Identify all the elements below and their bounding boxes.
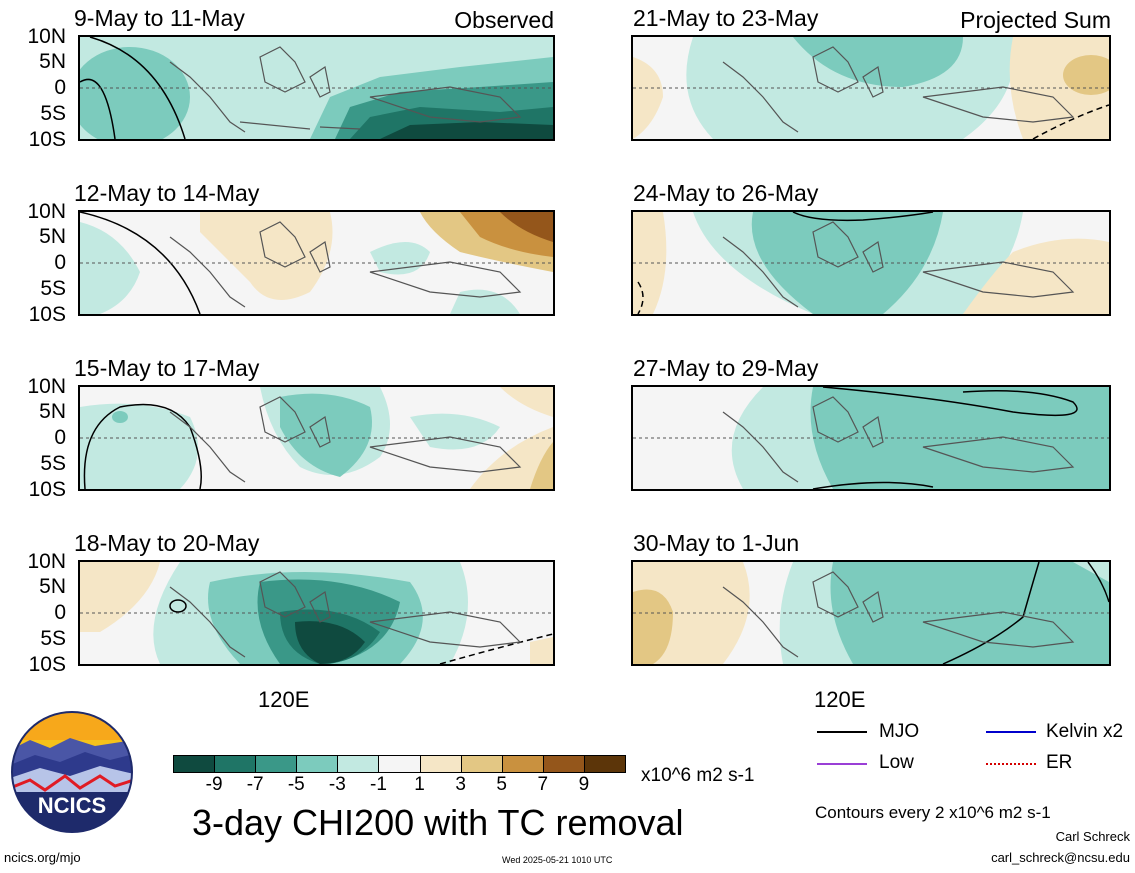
lat-label: 0 [54, 251, 66, 274]
colorbar [173, 755, 626, 773]
colorbar-tick-label: -1 [370, 774, 387, 795]
colorbar-tick-label: -7 [246, 774, 264, 795]
website-link[interactable]: ncics.org/mjo [4, 850, 81, 865]
legend-label-kelvin: Kelvin x2 [1046, 721, 1124, 742]
map-panel-1 [78, 35, 555, 141]
contours-note: Contours every 2 x10^6 m2 s-1 [815, 803, 1051, 822]
map-panel-3 [78, 385, 555, 491]
legend-line-kelvin [986, 731, 1036, 733]
panel-title-6: 24-May to 26-May [633, 180, 819, 206]
colorbar-tick-label: -5 [287, 774, 305, 795]
ncics-logo: NCICS [10, 710, 134, 834]
lat-label: 10N [27, 25, 66, 48]
lat-label: 10N [27, 200, 66, 223]
lat-label: 10S [28, 478, 66, 501]
lat-label: 0 [54, 601, 66, 624]
panel-title-7: 27-May to 29-May [633, 355, 819, 381]
map-panel-4 [78, 560, 555, 666]
lat-label: 10N [27, 375, 66, 398]
colorbar-tick-label: 3 [455, 774, 466, 795]
lat-label: 10N [27, 550, 66, 573]
lat-label: 0 [54, 426, 66, 449]
colorbar-units: x10^6 m2 s-1 [641, 765, 755, 786]
lat-label: 10S [28, 128, 66, 151]
colorbar-swatch [173, 755, 216, 773]
map-panel-6 [631, 210, 1111, 316]
colorbar-swatch [296, 755, 339, 773]
panel-title-3: 15-May to 17-May [74, 355, 260, 381]
colorbar-swatch [255, 755, 298, 773]
x-tick-label-left: 120E [258, 687, 310, 712]
legend-line-er [986, 763, 1036, 765]
projected-sum-label: Projected Sum [960, 7, 1111, 33]
lat-label: 5N [39, 400, 66, 423]
lat-label: 10S [28, 653, 66, 676]
author-email: carl_schreck@ncsu.edu [991, 850, 1130, 865]
legend-label-er: ER [1046, 752, 1073, 773]
legend-label-mjo: MJO [879, 721, 920, 742]
map-panel-8 [631, 560, 1111, 666]
legend-line-low [817, 763, 867, 765]
colorbar-tick-label: 5 [496, 774, 507, 795]
map-panel-2 [78, 210, 555, 316]
panel-title-2: 12-May to 14-May [74, 180, 260, 206]
colorbar-tick-label: -9 [205, 774, 223, 795]
author-name: Carl Schreck [1055, 829, 1130, 844]
lat-label: 5S [40, 102, 66, 125]
colorbar-swatch [337, 755, 380, 773]
colorbar-swatch [419, 755, 462, 773]
colorbar-tick-label: 1 [414, 774, 425, 795]
observed-label: Observed [454, 7, 554, 33]
lat-label: 5N [39, 575, 66, 598]
lat-label: 5N [39, 50, 66, 73]
x-tick-label-right: 120E [814, 687, 866, 712]
panel-title-5: 21-May to 23-May [633, 5, 819, 31]
lat-label: 5S [40, 277, 66, 300]
colorbar-tick-label: 9 [578, 774, 590, 795]
colorbar-swatch [460, 755, 503, 773]
lat-label: 0 [54, 76, 66, 99]
main-title: 3-day CHI200 with TC removal [192, 802, 684, 843]
lat-label: 5S [40, 627, 66, 650]
lat-label: 5S [40, 452, 66, 475]
timestamp: Wed 2025-05-21 1010 UTC [502, 855, 613, 865]
panel-title-1: 9-May to 11-May [74, 5, 245, 31]
logo-text: NCICS [38, 793, 106, 818]
colorbar-tick-label: 7 [537, 774, 549, 795]
colorbar-swatch [378, 755, 421, 773]
colorbar-swatch [501, 755, 544, 773]
map-panel-7 [631, 385, 1111, 491]
lat-label: 5N [39, 225, 66, 248]
colorbar-swatch [214, 755, 257, 773]
legend-label-low: Low [879, 752, 914, 773]
panel-title-4: 18-May to 20-May [74, 530, 260, 556]
colorbar-swatch [583, 755, 626, 773]
colorbar-tick-label: -3 [328, 774, 346, 795]
colorbar-ticks: -9 -7 -5 -3 -1 1 3 5 7 9 [173, 775, 625, 797]
colorbar-swatch [542, 755, 585, 773]
panel-title-8: 30-May to 1-Jun [633, 530, 800, 556]
legend-line-mjo [817, 731, 867, 733]
map-panel-5 [631, 35, 1111, 141]
lat-label: 10S [28, 303, 66, 326]
